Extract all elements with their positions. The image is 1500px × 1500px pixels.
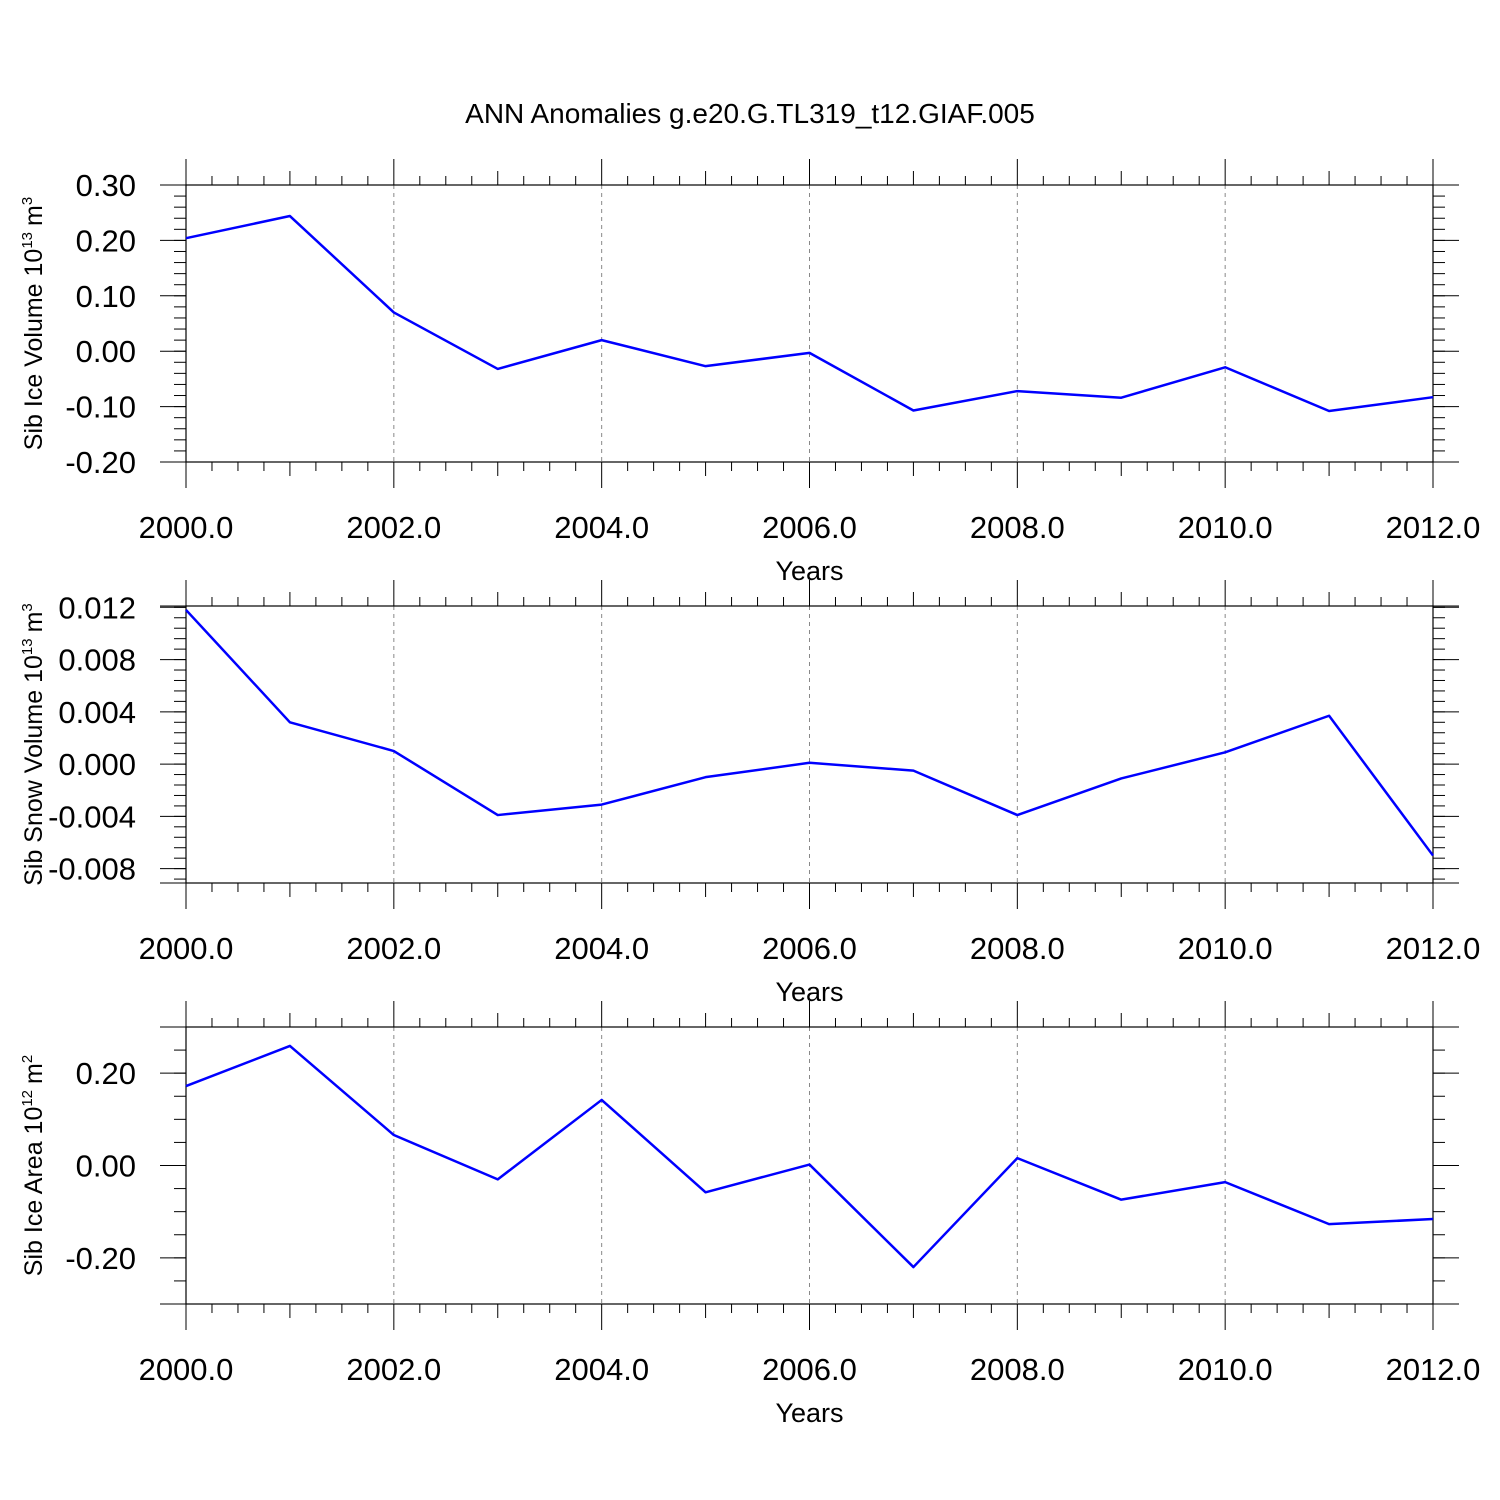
y-tick-label: -0.004 [48, 799, 136, 834]
x-tick-label: 2000.0 [139, 931, 234, 966]
x-tick-label: 2004.0 [554, 1352, 649, 1387]
x-tick-label: 2010.0 [1178, 931, 1273, 966]
x-tick-label: 2012.0 [1386, 931, 1481, 966]
y-tick-label: 0.00 [76, 334, 136, 369]
x-tick-label: 2012.0 [1386, 1352, 1481, 1387]
x-tick-label: 2012.0 [1386, 510, 1481, 545]
x-tick-label: 2010.0 [1178, 1352, 1273, 1387]
panel-3: 2000.0 2002.0 2004.0 2006.0 2008.0 2010.0 2012… [19, 1001, 1480, 1428]
y-tick-label: 0.20 [76, 223, 136, 258]
y-axis-title-unit: m [20, 205, 48, 226]
x-tick-label: 2002.0 [346, 510, 441, 545]
y-tick-label: -0.20 [65, 445, 136, 480]
x-tick-label: 2006.0 [762, 510, 857, 545]
y-axis-title-exponent: 13 [19, 638, 36, 655]
y-axis-title: Sib Ice Volume 1013 m3 [19, 197, 48, 450]
y-tick-label: 0.20 [76, 1056, 136, 1091]
panel-2: 2000.0 2002.0 2004.0 2006.0 2008.0 2010.0 2012… [19, 580, 1480, 1007]
figure-title: ANN Anomalies g.e20.G.TL319_t12.GIAF.005 [465, 98, 1035, 129]
y-tick-label: 0.00 [76, 1149, 136, 1184]
x-tick-label: 2000.0 [139, 510, 234, 545]
x-tick-label: 2008.0 [970, 931, 1065, 966]
y-tick-label: 0.30 [76, 168, 136, 203]
y-axis-title-text: Sib Snow Volume 10 [20, 655, 48, 886]
y-tick-label: 0.10 [76, 279, 136, 314]
y-axis-title-unit-exponent: 3 [19, 603, 36, 611]
y-tick-label: -0.10 [65, 390, 136, 425]
y-axis-title: Sib Ice Area 1012 m2 [19, 1055, 48, 1276]
y-axis-title-exponent: 12 [19, 1090, 36, 1107]
y-tick-label: 0.008 [58, 643, 136, 678]
x-tick-label: 2008.0 [970, 1352, 1065, 1387]
y-tick-label: -0.20 [65, 1241, 136, 1276]
y-axis-title-unit: m [20, 612, 48, 633]
y-axis-title-unit-exponent: 3 [19, 197, 36, 205]
x-tick-label: 2006.0 [762, 1352, 857, 1387]
x-tick-label: 2008.0 [970, 510, 1065, 545]
y-axis-title-text: Sib Ice Volume 10 [20, 249, 48, 451]
x-tick-label: 2004.0 [554, 510, 649, 545]
x-tick-label: 2000.0 [139, 1352, 234, 1387]
y-tick-label: 0.012 [58, 590, 136, 625]
x-tick-label: 2006.0 [762, 931, 857, 966]
x-tick-label: 2002.0 [346, 1352, 441, 1387]
x-axis-title: Years [775, 1398, 843, 1428]
y-tick-label: -0.008 [48, 852, 136, 887]
y-axis-title: Sib Snow Volume 1013 m3 [19, 603, 48, 886]
y-tick-label: 0.004 [58, 695, 136, 730]
x-tick-label: 2002.0 [346, 931, 441, 966]
y-axis-title-unit-exponent: 2 [19, 1055, 36, 1063]
x-tick-label: 2004.0 [554, 931, 649, 966]
y-axis-title-text: Sib Ice Area 10 [20, 1107, 48, 1277]
y-tick-label: 0.000 [58, 747, 136, 782]
x-tick-label: 2010.0 [1178, 510, 1273, 545]
panel-1: 2000.0 2002.0 2004.0 2006.0 2008.0 2010.0 2012… [19, 159, 1480, 586]
y-axis-title-unit: m [20, 1063, 48, 1084]
y-axis-title-exponent: 13 [19, 232, 36, 249]
